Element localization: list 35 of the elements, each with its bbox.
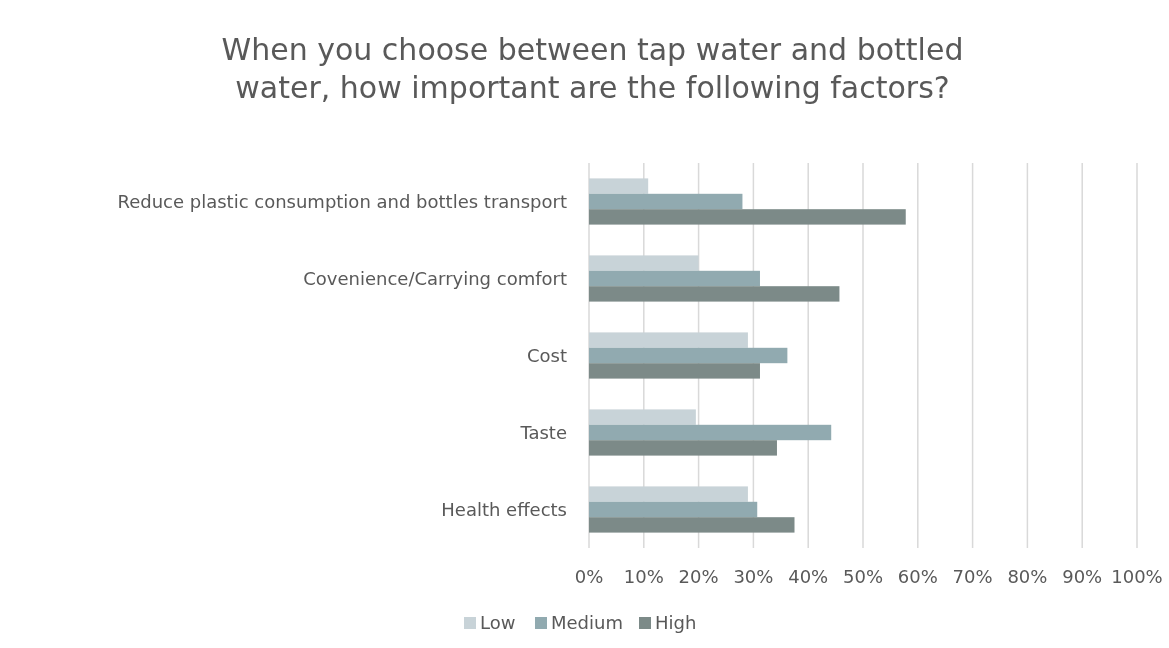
bar — [589, 486, 748, 502]
bar — [589, 255, 699, 271]
x-tick-label: 50% — [842, 566, 884, 587]
x-tick-label: 40% — [788, 566, 829, 587]
x-tick-label: 100% — [1111, 566, 1163, 587]
bar — [589, 178, 649, 194]
legend-label: High — [655, 612, 697, 633]
bar — [589, 286, 840, 302]
bar — [589, 501, 758, 518]
x-tick-label: 20% — [678, 566, 719, 587]
y-tick-label: Cost — [526, 344, 567, 366]
x-tick-label: 30% — [733, 566, 774, 587]
bar — [589, 347, 788, 364]
x-tick-label: 60% — [897, 566, 938, 587]
legend-label: Low — [480, 612, 516, 633]
bar — [589, 270, 760, 287]
y-tick-label: Health effects — [441, 498, 567, 520]
x-tick-label: 10% — [623, 566, 664, 587]
bar — [589, 517, 795, 533]
x-tick-label: 0% — [574, 566, 604, 587]
x-tick-label: 70% — [952, 566, 993, 587]
bar — [589, 332, 748, 348]
x-tick-label: 80% — [1007, 566, 1048, 587]
legend-label: Medium — [551, 612, 623, 633]
bar — [589, 424, 832, 441]
bar — [589, 363, 760, 379]
x-tick-label: 90% — [1062, 566, 1103, 587]
y-tick-label: Covenience/Carrying comfort — [303, 267, 567, 289]
y-tick-label: Reduce plastic consumption and bottles transport — [117, 190, 567, 212]
bar — [589, 440, 777, 456]
bar — [589, 409, 696, 425]
chart-title: When you choose between tap water and bottled water, how important are the following factors? — [221, 32, 964, 105]
bar — [589, 193, 743, 210]
y-tick-label: Taste — [519, 421, 567, 443]
bar — [589, 209, 906, 225]
